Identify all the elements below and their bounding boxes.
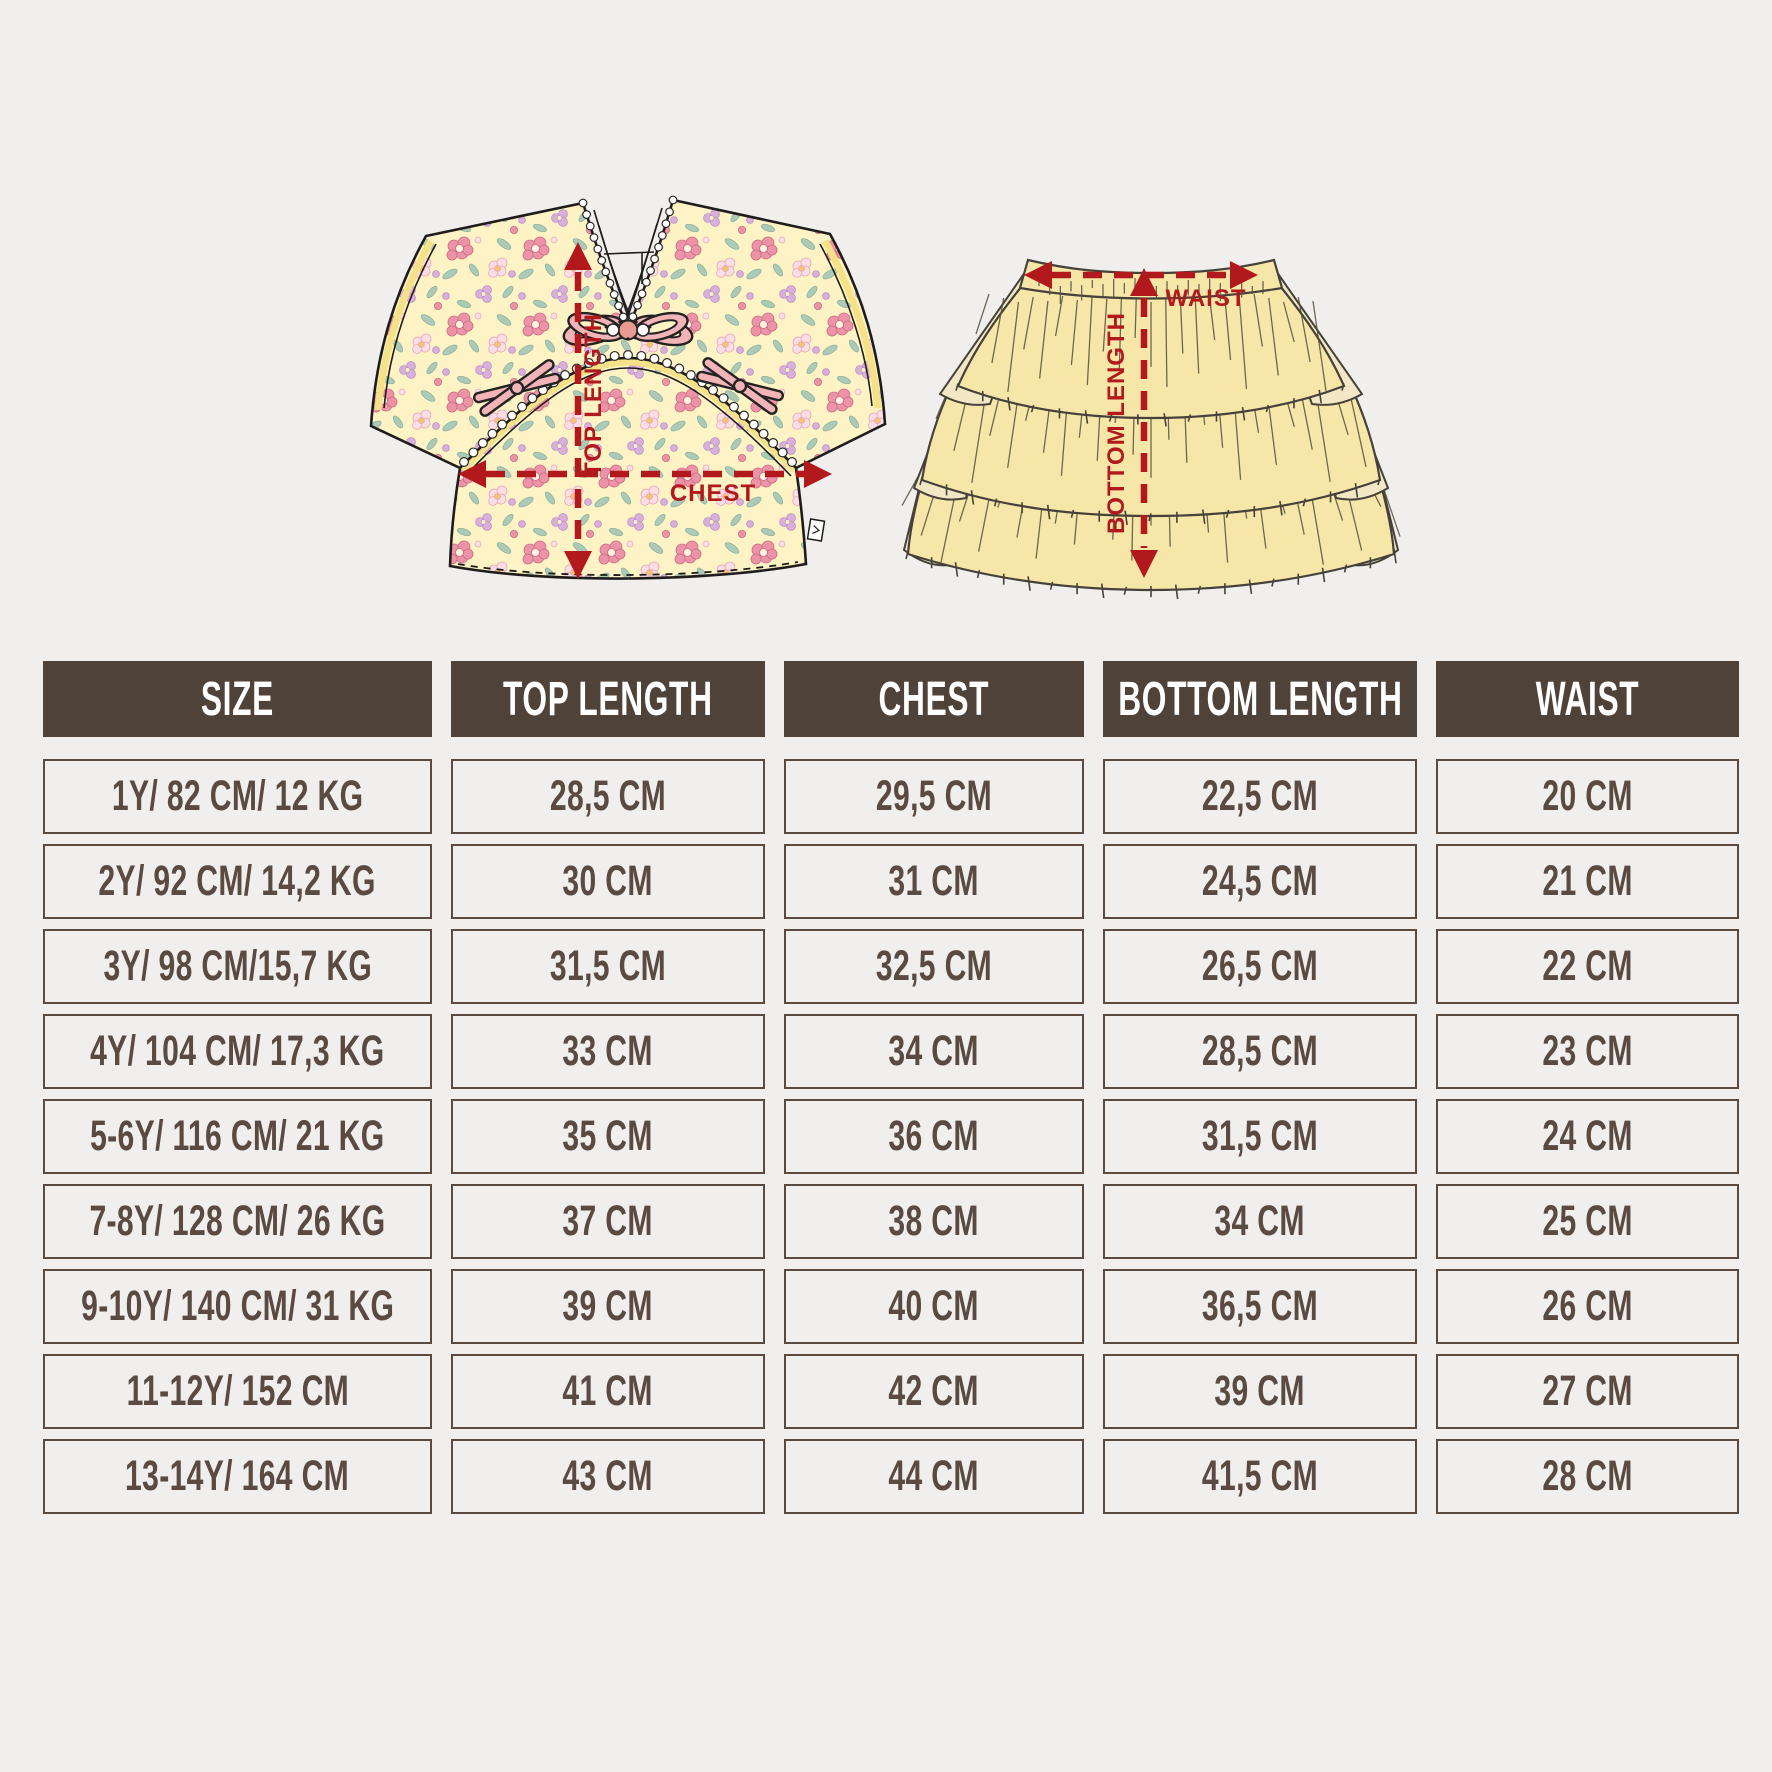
- chest-label: CHEST: [670, 480, 756, 507]
- chest-cell: 34 CM: [784, 1014, 1084, 1089]
- waist-cell: 24 CM: [1436, 1099, 1739, 1174]
- size-table-body: 1Y/ 82 CM/ 12 KG 28,5 CM 29,5 CM 22,5 CM…: [43, 759, 1740, 1514]
- top-length-cell: 39 CM: [451, 1269, 765, 1344]
- chest-cell: 42 CM: [784, 1354, 1084, 1429]
- bottom-length-cell: 39 CM: [1103, 1354, 1417, 1429]
- chest-cell: 44 CM: [784, 1439, 1084, 1514]
- waistband: [1018, 258, 1284, 300]
- chest-cell: 29,5 CM: [784, 759, 1084, 834]
- bottom-length-cell: 31,5 CM: [1103, 1099, 1417, 1174]
- right-sleeve-piping: [821, 239, 882, 409]
- top-length-cell: 43 CM: [451, 1439, 765, 1514]
- tier3-ruffle-edge: [905, 548, 1397, 600]
- size-cell: 3Y/ 98 CM/15,7 KG: [43, 929, 432, 1004]
- tier1-ruffle-edge: [955, 383, 1345, 427]
- waist-cell: 26 CM: [1436, 1269, 1739, 1344]
- size-cell: 11-12Y/ 152 CM: [43, 1354, 432, 1429]
- header-bottom-length: BOTTOM LENGTH: [1103, 661, 1417, 737]
- side-tag: [806, 518, 826, 542]
- chest-cell: 40 CM: [784, 1269, 1084, 1344]
- tier2-ruffle-edge: [919, 477, 1381, 526]
- frog-button: [562, 311, 694, 347]
- size-cell: 2Y/ 92 CM/ 14,2 KG: [43, 844, 432, 919]
- size-cell: 1Y/ 82 CM/ 12 KG: [43, 759, 432, 834]
- waist-cell: 28 CM: [1436, 1439, 1739, 1514]
- header-chest: CHEST: [784, 661, 1084, 737]
- bottom-length-cell: 41,5 CM: [1103, 1439, 1417, 1514]
- size-table: SIZE TOP LENGTH CHEST BOTTOM LENGTH WAIS…: [43, 661, 1740, 1514]
- bottom-length-cell: 36,5 CM: [1103, 1269, 1417, 1344]
- bottom-length-cell: 28,5 CM: [1103, 1014, 1417, 1089]
- bottom-length-cell: 34 CM: [1103, 1184, 1417, 1259]
- bottom-length-measure: BOTTOM LENGTH: [1103, 268, 1158, 578]
- chest-cell: 36 CM: [784, 1099, 1084, 1174]
- top-garment-diagram: TOP LENGTH CHEST: [369, 195, 887, 580]
- right-knot-tie: [695, 357, 785, 415]
- bottom-length-label: BOTTOM LENGTH: [1103, 312, 1130, 534]
- header-waist: WAIST: [1436, 661, 1739, 737]
- waist-cell: 25 CM: [1436, 1184, 1739, 1259]
- size-cell: 7-8Y/ 128 CM/ 26 KG: [43, 1184, 432, 1259]
- top-length-cell: 28,5 CM: [451, 759, 765, 834]
- top-length-cell: 37 CM: [451, 1184, 765, 1259]
- top-length-measure: TOP LENGTH: [564, 242, 607, 579]
- header-size: SIZE: [43, 661, 432, 737]
- waist-measure: WAIST: [1024, 261, 1258, 312]
- tiered-skirt-illustration: [901, 258, 1401, 600]
- top-length-label: TOP LENGTH: [580, 313, 607, 477]
- cheongsam-top-illustration: [369, 195, 887, 580]
- bottom-length-cell: 22,5 CM: [1103, 759, 1417, 834]
- waist-label: WAIST: [1166, 285, 1247, 312]
- left-knot-tie: [472, 359, 562, 417]
- waist-cell: 23 CM: [1436, 1014, 1739, 1089]
- size-table-header: SIZE TOP LENGTH CHEST BOTTOM LENGTH WAIS…: [43, 661, 1740, 737]
- waist-cell: 21 CM: [1436, 844, 1739, 919]
- waist-cell: 27 CM: [1436, 1354, 1739, 1429]
- bottom-length-cell: 24,5 CM: [1103, 844, 1417, 919]
- bottom-length-cell: 26,5 CM: [1103, 929, 1417, 1004]
- skirt-diagram: WAIST BOTTOM LENGTH: [901, 258, 1401, 600]
- chest-cell: 38 CM: [784, 1184, 1084, 1259]
- size-cell: 5-6Y/ 116 CM/ 21 KG: [43, 1099, 432, 1174]
- chest-measure: CHEST: [458, 460, 832, 507]
- top-length-cell: 35 CM: [451, 1099, 765, 1174]
- size-cell: 9-10Y/ 140 CM/ 31 KG: [43, 1269, 432, 1344]
- size-cell: 13-14Y/ 164 CM: [43, 1439, 432, 1514]
- chest-cell: 32,5 CM: [784, 929, 1084, 1004]
- size-cell: 4Y/ 104 CM/ 17,3 KG: [43, 1014, 432, 1089]
- header-top-length: TOP LENGTH: [451, 661, 765, 737]
- left-sleeve-piping: [374, 239, 435, 411]
- chest-cell: 31 CM: [784, 844, 1084, 919]
- top-length-cell: 33 CM: [451, 1014, 765, 1089]
- mandarin-collar: [578, 195, 678, 334]
- top-length-cell: 41 CM: [451, 1354, 765, 1429]
- waist-cell: 22 CM: [1436, 929, 1739, 1004]
- waist-cell: 20 CM: [1436, 759, 1739, 834]
- top-length-cell: 30 CM: [451, 844, 765, 919]
- top-length-cell: 31,5 CM: [451, 929, 765, 1004]
